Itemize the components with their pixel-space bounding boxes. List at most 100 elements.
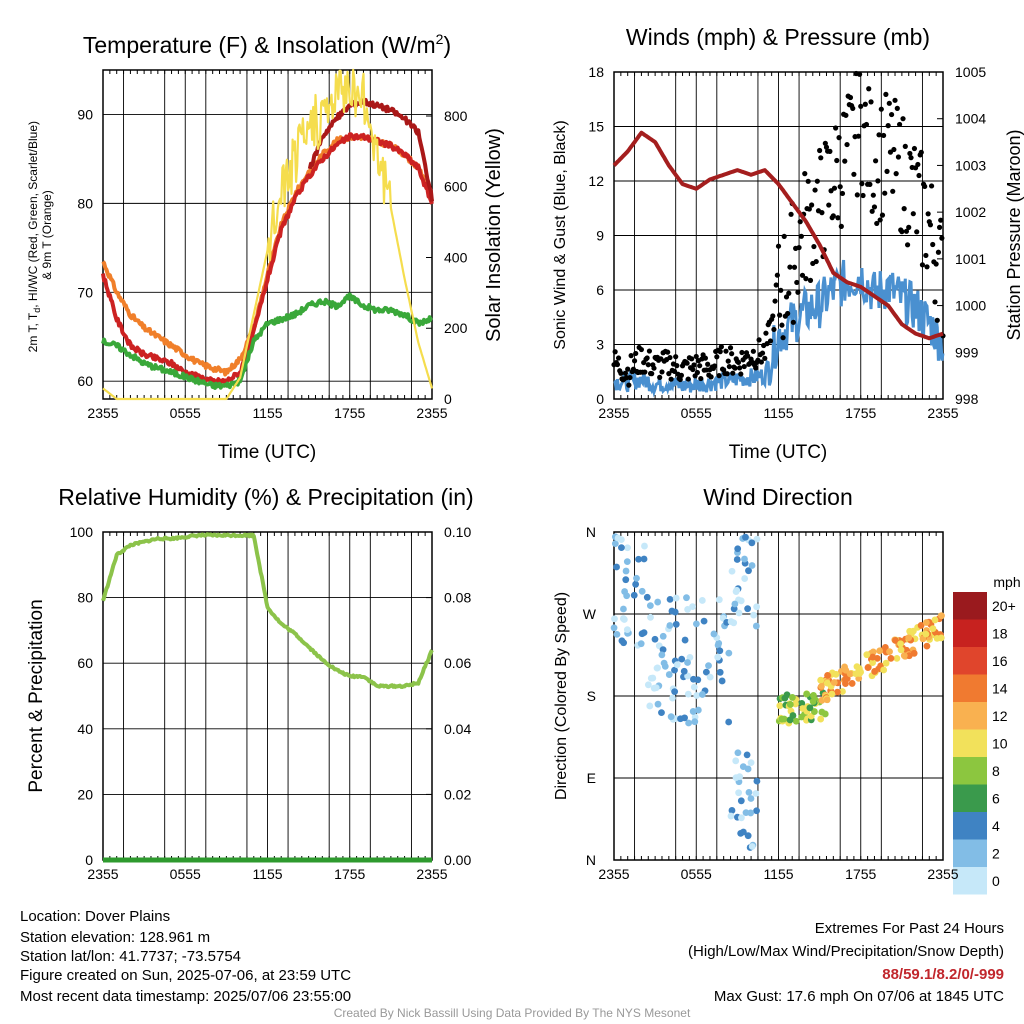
direction-point	[824, 671, 831, 679]
extremes-max-gust: Max Gust: 17.6 mph On 07/06 at 1845 UTC	[713, 988, 1004, 1005]
direction-point	[922, 619, 930, 626]
legend-swatch	[953, 702, 987, 730]
wind-gust-point	[933, 261, 939, 267]
direction-point	[718, 677, 726, 685]
extremes-subtitle: (High/Low/Max Wind/Precipitation/Snow De…	[688, 943, 1004, 960]
wind-gust-point	[860, 192, 866, 199]
wind-gust-point	[732, 365, 738, 371]
wind-y-tick-label: 12	[588, 173, 604, 189]
wind-gust-point	[932, 299, 938, 305]
wind-gust-point	[631, 358, 638, 364]
direction-point	[644, 681, 652, 689]
direction-point	[630, 591, 638, 599]
wind-gust-point	[876, 132, 882, 138]
direction-point	[621, 588, 629, 595]
direction-point	[620, 605, 627, 613]
direction-point	[715, 639, 723, 647]
wind-gust-point	[888, 111, 895, 118]
wind-gust-point	[779, 322, 785, 328]
wind-gust-point	[797, 219, 803, 225]
wind-gust-point	[938, 217, 944, 223]
wind-gust-point	[644, 355, 650, 361]
wind-gust-point	[665, 349, 671, 355]
wind-gust-point	[858, 103, 864, 109]
wind-title: Winds (mph) & Pressure (mb)	[626, 24, 930, 50]
direction-point	[624, 544, 631, 552]
speed-legend: mph 0 2 4 6 8 10 12 14 16 18 20+	[953, 574, 1021, 895]
direction-point	[694, 706, 702, 714]
direction-point	[882, 659, 890, 667]
temperature-y-right-tick-label: 800	[444, 108, 468, 124]
wind-gust-point	[919, 262, 926, 268]
wind-gust-point	[622, 370, 629, 376]
wind-gust-point	[753, 365, 759, 371]
wind-gust-point	[657, 374, 663, 380]
wind-gust-point	[790, 319, 796, 325]
wind-gust-point	[614, 361, 621, 368]
temperature-title: Temperature (F) & Insolation (W/m2)	[83, 31, 451, 58]
direction-point	[880, 666, 888, 674]
legend-label: 6	[992, 790, 1000, 806]
wind-gust-point	[775, 243, 782, 249]
direction-tick-label: E	[587, 770, 596, 786]
direction-point	[753, 807, 760, 815]
direction-point	[776, 702, 784, 710]
wind-gust-point	[930, 241, 936, 248]
direction-point	[618, 544, 625, 552]
wind-gust-point	[843, 112, 849, 118]
wind-gust-point	[936, 224, 943, 230]
wind-gust-point	[726, 363, 732, 370]
wind-gust-point	[819, 210, 825, 216]
wind-gust-point	[714, 354, 720, 360]
direction-point	[733, 586, 741, 594]
direction-point	[745, 788, 753, 796]
direction-point	[666, 596, 674, 603]
humidity-x-tick-label: 1155	[252, 866, 282, 882]
wind-gust-point	[628, 353, 634, 359]
direction-point	[876, 647, 884, 655]
wind-gust-point	[646, 348, 653, 354]
credit-line: Created By Nick Bassill Using Data Provi…	[333, 1006, 691, 1020]
wind-gust-point	[855, 133, 862, 139]
wind-ylabel: Sonic Wind & Gust (Blue, Black)	[552, 120, 569, 349]
direction-point	[732, 757, 740, 765]
direction-point	[753, 603, 761, 611]
direction-point	[698, 597, 706, 604]
direction-point	[661, 662, 669, 670]
wind-y-tick-label: 0	[596, 391, 604, 407]
wind-gust-point	[778, 287, 784, 293]
wind-gust-point	[818, 155, 824, 161]
wind-gust-point	[724, 371, 730, 377]
direction-point	[806, 704, 814, 712]
wind-gust-point	[805, 178, 811, 184]
direction-point	[897, 640, 904, 648]
direction-tick-label: N	[586, 524, 596, 540]
wind-gust-point	[651, 365, 657, 371]
wind-y-tick-label: 18	[588, 64, 604, 80]
direction-point	[728, 807, 736, 814]
wind-gust-point	[786, 290, 792, 296]
wind-gust-point	[838, 223, 844, 229]
wind-gust-point	[767, 338, 774, 344]
wind_direction-x-tick-label: 1155	[763, 866, 793, 882]
direction-point	[832, 670, 840, 678]
direction-point	[691, 718, 699, 726]
direction-point	[739, 828, 747, 836]
wind-gust-point	[869, 208, 875, 214]
wind-gust-point	[803, 276, 809, 282]
humidity-x-tick-label: 0555	[170, 866, 201, 882]
wind-ylabel-right: Station Pressure (Maroon)	[1004, 129, 1024, 340]
direction-point	[892, 637, 899, 644]
wind-gust-point	[868, 99, 874, 105]
direction-point	[702, 668, 710, 676]
legend-label: 14	[992, 680, 1008, 696]
direction-point	[632, 580, 640, 588]
wind-gust-point	[822, 140, 828, 146]
direction-point	[786, 716, 794, 724]
wind-gust-point	[836, 135, 842, 141]
wind-x-tick-label: 0555	[681, 405, 712, 421]
wind-gust-point	[874, 220, 880, 227]
direction-point	[753, 777, 761, 785]
direction-point	[671, 688, 679, 696]
direction-point	[737, 597, 745, 605]
